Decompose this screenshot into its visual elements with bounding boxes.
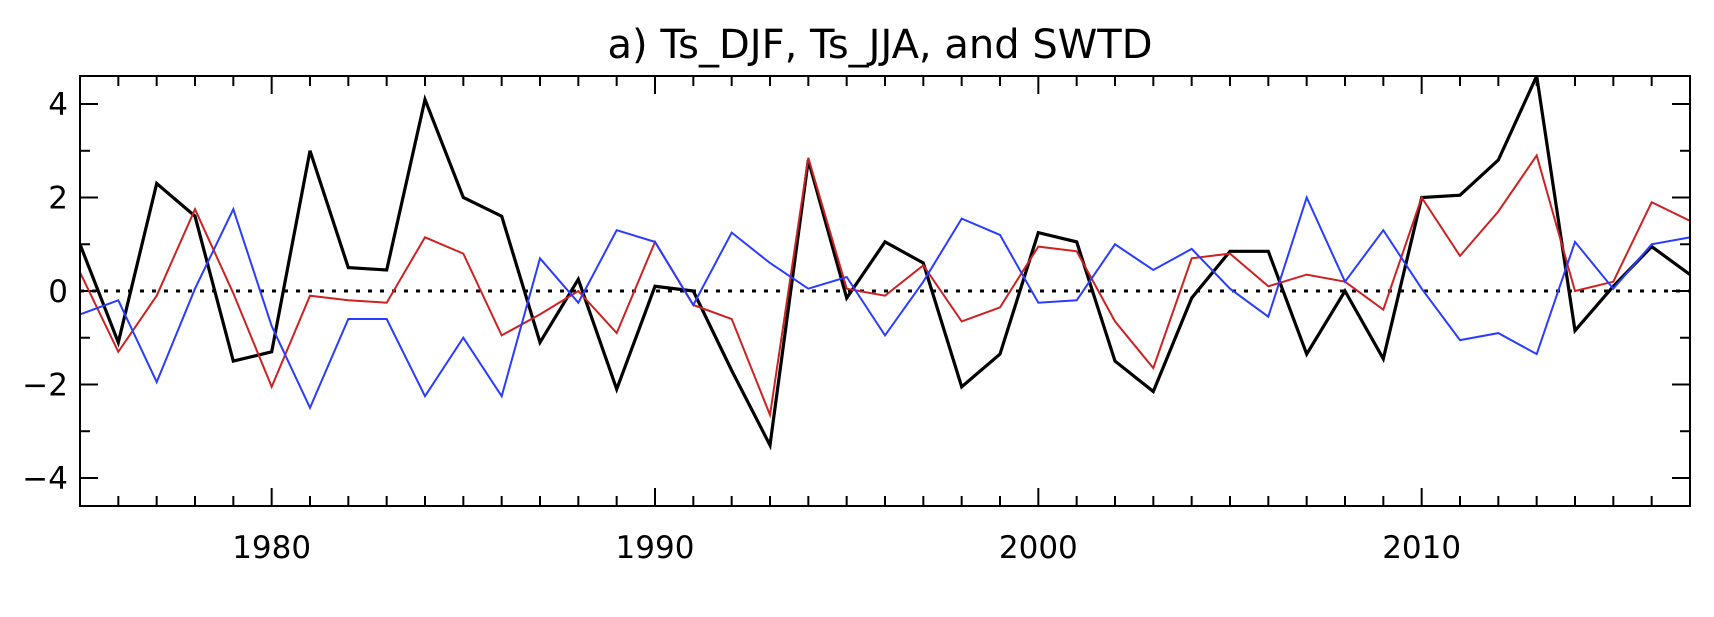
y-tick-label: 4 [48,87,68,123]
x-tick-label: 2010 [1382,530,1461,566]
x-tick-label: 2000 [999,530,1078,566]
series-line-1 [80,76,1690,451]
y-tick-label: −4 [22,461,68,497]
x-tick-label: 1990 [616,530,695,566]
y-tick-label: 0 [48,274,68,310]
y-tick-label: 2 [48,181,68,217]
x-tick-label: 1980 [232,530,311,566]
chart-title: a) Ts_DJF, Ts_JJA, and SWTD [608,22,1153,68]
y-axis: −4 −2 0 2 4 [22,87,1690,497]
series-line-2 [80,153,1690,419]
x-axis: 1980 1990 2000 2010 [79,76,1691,566]
series-layer [80,76,1690,451]
y-tick-label: −2 [22,367,68,403]
series-line-3 [80,194,1690,411]
plot-frame [79,75,1691,507]
